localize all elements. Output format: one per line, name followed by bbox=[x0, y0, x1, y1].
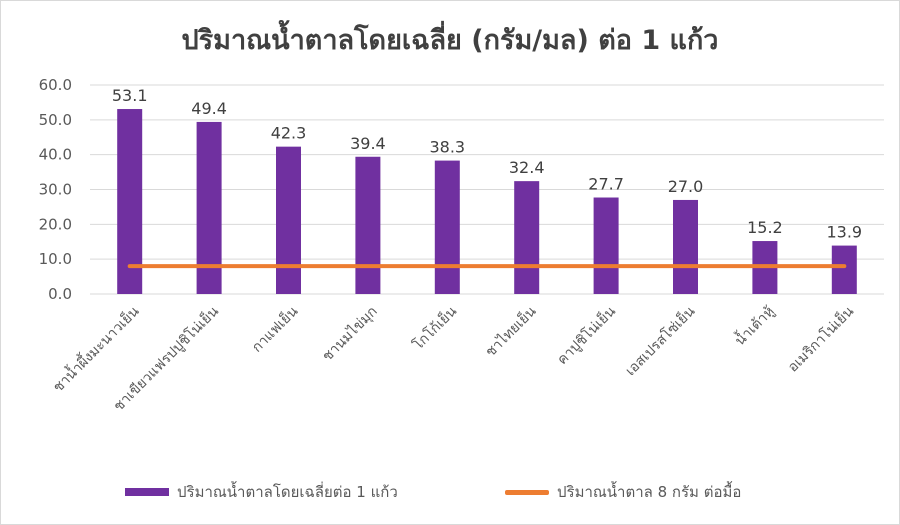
y-tick-label: 10.0 bbox=[39, 250, 72, 268]
category-label: โกโก้เย็น bbox=[409, 302, 461, 354]
y-tick-label: 40.0 bbox=[39, 146, 72, 164]
legend: ปริมาณน้ำตาลโดยเฉลี่ยต่อ 1 แก้ว ปริมาณน้… bbox=[0, 480, 900, 510]
y-tick-label: 0.0 bbox=[48, 285, 72, 303]
data-label: 32.4 bbox=[509, 158, 545, 177]
bar bbox=[593, 197, 619, 294]
data-label: 27.0 bbox=[668, 177, 704, 196]
data-label: 38.3 bbox=[429, 138, 465, 157]
y-tick-label: 30.0 bbox=[39, 181, 72, 199]
legend-item-bar: ปริมาณน้ำตาลโดยเฉลี่ยต่อ 1 แก้ว bbox=[125, 480, 398, 504]
chart-plot: 0.0 10.0 20.0 30.0 40.0 50.0 60.0 53.1 49.4 42.3 3… bbox=[39, 76, 884, 415]
bar bbox=[355, 156, 381, 294]
bar bbox=[514, 181, 540, 294]
data-label: 49.4 bbox=[191, 99, 227, 118]
bar bbox=[673, 199, 698, 294]
data-label: 13.9 bbox=[826, 223, 862, 242]
y-tick-label: 60.0 bbox=[39, 76, 72, 94]
bar bbox=[831, 245, 857, 294]
category-label: กาแฟเย็น bbox=[248, 302, 302, 356]
category-label: ชาไทยเย็น bbox=[481, 302, 540, 361]
category-label: คาปูชิโน่เย็น bbox=[553, 302, 619, 368]
y-tick-label: 20.0 bbox=[39, 215, 72, 233]
data-label: 42.3 bbox=[271, 124, 307, 143]
category-label: น้ำเต้าหู้ bbox=[730, 301, 778, 349]
data-label: 39.4 bbox=[350, 134, 386, 153]
bar bbox=[276, 146, 301, 294]
legend-line-swatch bbox=[505, 489, 549, 495]
legend-bar-swatch bbox=[125, 488, 169, 496]
y-tick-label: 50.0 bbox=[39, 111, 72, 129]
category-label: เอสเปรสโซ่เย็น bbox=[621, 302, 698, 379]
legend-bar-label: ปริมาณน้ำตาลโดยเฉลี่ยต่อ 1 แก้ว bbox=[177, 483, 398, 501]
data-label: 53.1 bbox=[112, 86, 148, 105]
legend-item-line: ปริมาณน้ำตาล 8 กรัม ต่อมื้อ bbox=[505, 480, 741, 504]
legend-line-label: ปริมาณน้ำตาล 8 กรัม ต่อมื้อ bbox=[557, 483, 742, 501]
chart-title: ปริมาณน้ำตาลโดยเฉลี่ย (กรัม/มล) ต่อ 1 แก… bbox=[181, 25, 719, 56]
bar bbox=[196, 121, 222, 294]
category-label: ชานมไข่มุก bbox=[319, 303, 381, 365]
bar bbox=[117, 109, 143, 294]
data-label: 15.2 bbox=[747, 218, 783, 237]
bar bbox=[434, 160, 460, 294]
category-label: ชาน้ำผึ้งมะนาวเย็น bbox=[48, 301, 143, 396]
category-label: อเมริกาโน่เย็น bbox=[784, 302, 858, 376]
data-label: 27.7 bbox=[588, 175, 624, 194]
